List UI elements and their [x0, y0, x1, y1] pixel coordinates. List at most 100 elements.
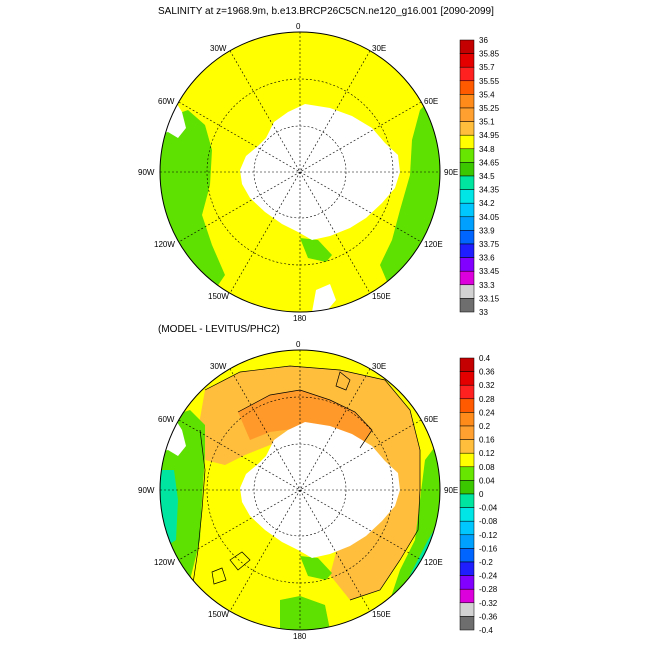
colorbar-1-swatch-6	[459, 121, 475, 136]
colorbar-1-swatch-9	[459, 162, 475, 177]
colorbar-2-swatch-4	[459, 412, 475, 427]
colorbar-1-swatch-17	[459, 270, 475, 286]
colorbar-1-swatch-1	[459, 53, 475, 68]
colorbar-1-swatch-13	[459, 216, 475, 231]
colorbar-1-label-20: 33	[479, 308, 488, 317]
map1-nz-land	[312, 284, 336, 312]
colorbar-1-swatch-3	[459, 80, 475, 95]
colorbar-1-label-2: 35.7	[479, 63, 495, 72]
colorbar-2-label-6: 0.16	[479, 436, 495, 445]
map1-green-ross	[300, 238, 332, 262]
colorbar-1-label-16: 33.6	[479, 254, 495, 263]
colorbar-2-swatch-0	[459, 357, 475, 372]
colorbar-2-swatch-12	[459, 520, 475, 536]
colorbar-2-label-12: -0.08	[479, 517, 498, 526]
map2-border	[159, 349, 441, 631]
colorbar-2-label-19: -0.36	[479, 612, 498, 621]
map1-lon-label-150e: 150E	[372, 292, 391, 301]
colorbar-2-label-5: 0.2	[479, 422, 491, 431]
map1-lon-label-60w: 60W	[158, 97, 175, 106]
map1-title: SALINITY at z=1968.9m, b.e13.BRCP26C5CN.…	[158, 6, 494, 17]
map2-lon-label-30e: 30E	[372, 362, 387, 371]
colorbar-2-swatch-13	[459, 534, 475, 549]
colorbar-2-label-20: -0.4	[479, 626, 493, 635]
colorbar-2-label-3: 0.28	[479, 395, 495, 404]
colorbar-1-label-6: 35.1	[479, 118, 495, 127]
colorbar-1-label-15: 33.75	[479, 240, 500, 249]
colorbar-1-label-0: 36	[479, 36, 488, 45]
colorbar-1-label-19: 33.15	[479, 294, 500, 303]
colorbar-2-swatch-11	[459, 507, 475, 522]
colorbar-2-label-15: -0.2	[479, 558, 493, 567]
map2-lon-label-30w: 30W	[210, 362, 227, 371]
map1-lon-label-30w: 30W	[210, 44, 227, 53]
map2-lon-label-90e: 90E	[444, 486, 459, 495]
colorbar-2-label-17: -0.28	[479, 585, 498, 594]
map2-lon-label-60e: 60E	[424, 415, 439, 424]
colorbar-1-label-9: 34.65	[479, 158, 500, 167]
colorbar-2-swatch-19	[459, 616, 475, 631]
colorbar-2-swatch-9	[459, 480, 475, 495]
colorbar-2-swatch-14	[459, 548, 475, 563]
colorbar-2-swatch-2	[459, 384, 475, 400]
colorbar-1-label-1: 35.85	[479, 50, 500, 59]
colorbar-1-label-8: 34.8	[479, 145, 495, 154]
map1-lon-label-90e: 90E	[444, 168, 459, 177]
map2-lon-label-60w: 60W	[158, 415, 175, 424]
colorbar-1-label-17: 33.45	[479, 267, 500, 276]
colorbar-2-swatch-7	[459, 452, 475, 468]
colorbar-2-swatch-17	[459, 588, 475, 604]
map2-lon-label-90w: 90W	[138, 486, 155, 495]
colorbar-1-label-4: 35.4	[479, 90, 495, 99]
colorbar-2-swatch-6	[459, 439, 475, 454]
colorbar-1-label-11: 34.35	[479, 186, 500, 195]
colorbar-1-label-13: 34.05	[479, 213, 500, 222]
colorbar-1-label-18: 33.3	[479, 281, 495, 290]
map1	[159, 31, 441, 313]
colorbar-2-label-1: 0.36	[479, 368, 495, 377]
colorbar-1-swatch-18	[459, 284, 475, 299]
colorbar-1-swatch-4	[459, 94, 475, 109]
colorbar-2-swatch-15	[459, 561, 475, 576]
colorbar-2-label-11: -0.04	[479, 504, 498, 513]
colorbar-2-label-7: 0.12	[479, 449, 495, 458]
colorbar-2-swatch-3	[459, 398, 475, 413]
colorbar-2-swatch-18	[459, 602, 475, 617]
map2	[159, 349, 441, 631]
colorbar-2-label-4: 0.24	[479, 408, 495, 417]
map2-green-ross	[300, 556, 332, 580]
map1-lon-label-90w: 90W	[138, 168, 155, 177]
colorbar-1-label-7: 34.95	[479, 131, 500, 140]
colorbar-1-swatch-8	[459, 148, 475, 163]
map2-lon-label-150w: 150W	[208, 610, 229, 619]
colorbar-2-swatch-8	[459, 466, 475, 481]
map1-border	[159, 31, 441, 313]
colorbar-1-swatch-19	[459, 298, 475, 313]
map1-lon-label-30e: 30E	[372, 44, 387, 53]
map1-lon-label-60e: 60E	[424, 97, 439, 106]
map1-lon-label-180: 180	[293, 314, 307, 323]
colorbar-1-swatch-11	[459, 189, 475, 204]
colorbar-1-label-3: 35.55	[479, 77, 500, 86]
colorbar-1-swatch-12	[459, 202, 475, 218]
map1-lon-label-0: 0	[296, 22, 301, 31]
colorbar-2-label-16: -0.24	[479, 572, 498, 581]
colorbar-2-label-10: 0	[479, 490, 484, 499]
colorbar-2-swatch-10	[459, 493, 475, 508]
colorbar-2-swatch-16	[459, 575, 475, 590]
map2-green-bottom	[280, 596, 330, 630]
colorbar-1-swatch-16	[459, 257, 475, 272]
map1-lon-label-120e: 120E	[424, 240, 443, 249]
colorbar-2-label-9: 0.04	[479, 476, 495, 485]
map1-colorbar: 36 35.85 35.7 35.55 35.4 35.25 35.1 34.95 34.8 34…	[459, 36, 500, 317]
colorbar-2-label-14: -0.16	[479, 544, 498, 553]
colorbar-1-swatch-10	[459, 175, 475, 190]
colorbar-1-label-12: 34.2	[479, 199, 495, 208]
colorbar-1-swatch-7	[459, 134, 475, 150]
colorbar-2-label-13: -0.12	[479, 531, 498, 540]
map2-lon-label-180: 180	[293, 632, 307, 641]
colorbar-1-swatch-5	[459, 107, 475, 122]
colorbar-2-swatch-5	[459, 425, 475, 440]
colorbar-1-swatch-2	[459, 66, 475, 82]
